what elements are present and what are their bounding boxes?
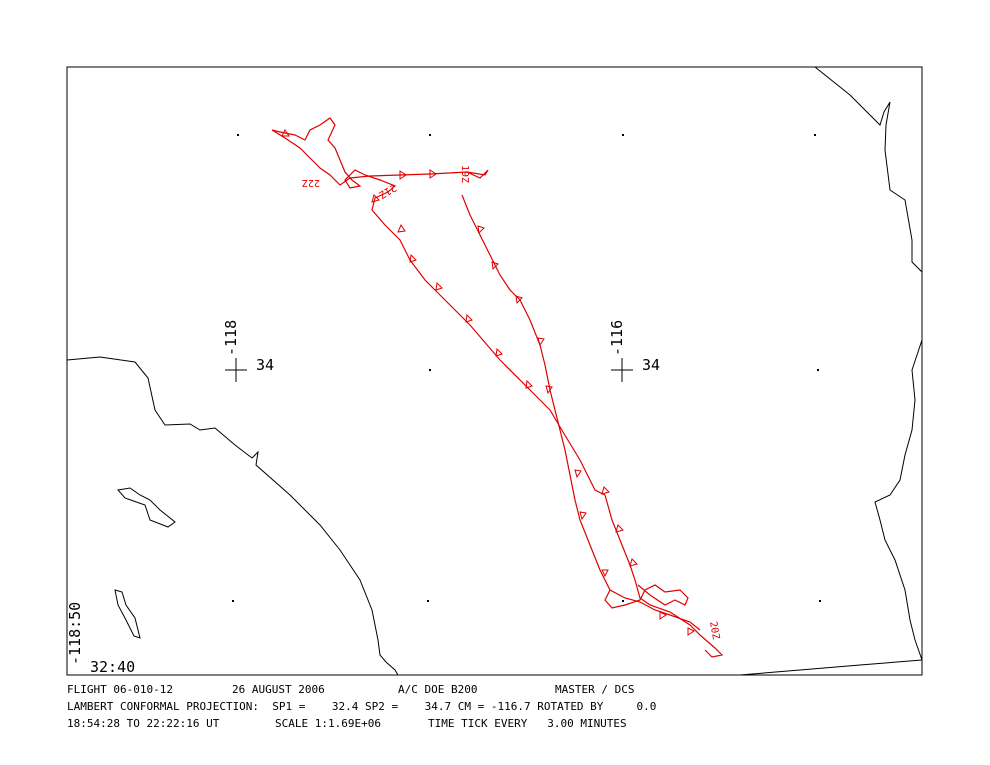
footer-date: 26 AUGUST 2006: [232, 683, 325, 696]
time-label: 19Z: [459, 165, 470, 183]
graticule-crosses: [225, 358, 633, 382]
time-label: 21Z: [377, 181, 398, 200]
map-frame: [66, 66, 923, 676]
footer-aircraft: A/C DOE B200: [398, 683, 477, 696]
corner-lon: -118:50: [66, 602, 84, 665]
coastlines: [66, 66, 923, 676]
corner-lat: 32:40: [90, 658, 135, 676]
lon-label: -116: [608, 320, 626, 356]
footer-projection: LAMBERT CONFORMAL PROJECTION: SP1 = 32.4…: [67, 700, 656, 713]
time-ticks: [281, 129, 695, 636]
footer-tick: TIME TICK EVERY 3.00 MINUTES: [428, 717, 627, 730]
footer-flight: FLIGHT 06-010-12: [67, 683, 173, 696]
footer-source: MASTER / DCS: [555, 683, 634, 696]
graticule-dots: [232, 134, 821, 602]
lon-label: -118: [222, 320, 240, 356]
flight-track: [271, 117, 724, 658]
time-label: 22Z: [302, 177, 320, 188]
footer-scale: SCALE 1:1.69E+06: [275, 717, 381, 730]
footer-time: 18:54:28 TO 22:22:16 UT: [67, 717, 220, 730]
time-label: 20Z: [707, 621, 721, 641]
lat-label: 34: [642, 356, 660, 374]
lat-label: 34: [256, 356, 274, 374]
